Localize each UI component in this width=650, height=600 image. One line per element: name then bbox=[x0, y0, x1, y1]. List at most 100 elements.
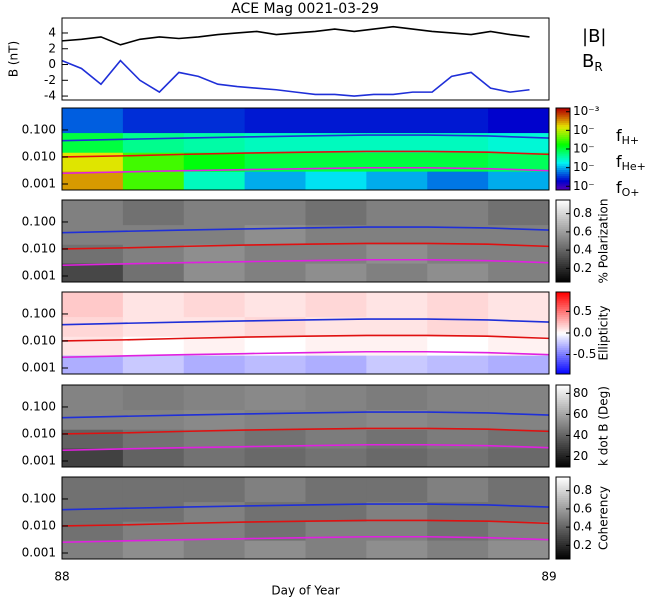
colorbar-slice bbox=[556, 212, 570, 215]
colorbar-slice bbox=[556, 367, 570, 371]
heatmap-cell bbox=[305, 108, 367, 134]
colorbar-slice bbox=[556, 165, 570, 168]
colorbar-slice bbox=[556, 326, 570, 330]
colorbar-slice bbox=[556, 464, 570, 468]
heatmap-cell bbox=[183, 132, 246, 153]
colorbar-tick-label: 60 bbox=[573, 407, 588, 421]
heatmap-cell bbox=[366, 385, 428, 411]
colorbar-slice bbox=[556, 134, 570, 138]
heatmap-cell bbox=[122, 540, 185, 559]
colorbar-slice bbox=[556, 218, 570, 221]
plot-area bbox=[62, 200, 549, 282]
heatmap-cell bbox=[62, 477, 124, 503]
heatmap-cell bbox=[122, 171, 185, 190]
legend-entry: BR bbox=[582, 51, 603, 74]
colorbar-slice bbox=[556, 136, 570, 140]
heatmap-cell bbox=[244, 224, 306, 245]
colorbar-slice bbox=[556, 328, 570, 332]
colorbar-slice bbox=[556, 183, 570, 187]
colorbar-slice bbox=[556, 214, 570, 217]
series-line bbox=[62, 59, 530, 97]
heatmap-cell bbox=[122, 316, 185, 337]
heatmap-cell bbox=[305, 292, 367, 318]
colorbar-slice bbox=[556, 509, 570, 513]
heatmap-cell bbox=[122, 448, 185, 467]
colorbar-tick-label: 0.8 bbox=[573, 206, 592, 220]
colorbar-tick-label: 0.5 bbox=[573, 304, 592, 318]
y-tick-label: 0.001 bbox=[22, 361, 56, 375]
plot-frame bbox=[61, 291, 550, 375]
heatmap-cell bbox=[183, 152, 246, 172]
colorbar-slice bbox=[556, 161, 570, 164]
y-tick-label: 0.001 bbox=[22, 269, 56, 283]
colorbar-slice bbox=[556, 265, 570, 269]
heatmap-cell bbox=[305, 224, 367, 245]
colorbar-slice bbox=[556, 187, 570, 191]
heatmap-cell bbox=[366, 292, 428, 318]
series-line bbox=[62, 411, 549, 419]
colorbar-slice bbox=[556, 505, 570, 509]
heatmap-cell bbox=[305, 355, 367, 374]
colorbar-slice bbox=[556, 259, 570, 262]
y-tick-label: 0.100 bbox=[22, 214, 56, 228]
colorbar-slice bbox=[556, 515, 570, 519]
heatmap-cell bbox=[488, 540, 549, 559]
heatmap-cell bbox=[488, 292, 549, 318]
colorbar-tick-label: 0.6 bbox=[573, 501, 592, 515]
legend-entry: |B| bbox=[582, 26, 606, 47]
colorbar-slice bbox=[556, 208, 570, 211]
colorbar-slice bbox=[556, 489, 570, 492]
colorbar-slice bbox=[556, 357, 570, 361]
heatmap-cell bbox=[366, 263, 428, 282]
plot-frame bbox=[61, 384, 550, 468]
heatmap-cell bbox=[122, 429, 185, 449]
colorbar-tick-label: 0.0 bbox=[573, 326, 592, 340]
heatmap-cell bbox=[488, 171, 549, 190]
colorbar-slice bbox=[556, 216, 570, 219]
heatmap-cell bbox=[62, 501, 124, 522]
colorbar-tick-label: 40 bbox=[573, 428, 588, 442]
heatmap-cell bbox=[244, 429, 306, 449]
colorbar-slice bbox=[556, 167, 570, 170]
colorbar-slice bbox=[556, 222, 570, 226]
heatmap-cell bbox=[305, 448, 367, 467]
colorbar-slice bbox=[556, 110, 570, 113]
colorbar-slice bbox=[556, 530, 570, 533]
heatmap-cell bbox=[488, 429, 549, 449]
colorbar-label: k dot B (Deg) bbox=[597, 386, 611, 466]
colorbar-tick-label: 10⁻³ bbox=[573, 104, 600, 118]
colorbar-slice bbox=[556, 385, 570, 388]
heatmap-cell bbox=[183, 429, 246, 449]
colorbar-slice bbox=[556, 296, 570, 299]
heatmap-cell bbox=[366, 224, 428, 245]
colorbar-slice bbox=[556, 351, 570, 354]
heatmap-cell bbox=[244, 132, 306, 153]
heatmap-cell bbox=[183, 244, 246, 264]
colorbar-slice bbox=[556, 361, 570, 365]
colorbar-slice bbox=[556, 536, 570, 539]
colorbar-slice bbox=[556, 169, 570, 173]
heatmap-cell bbox=[366, 336, 428, 356]
colorbar-slice bbox=[556, 279, 570, 283]
colorbar-slice bbox=[556, 550, 570, 554]
heatmap-cell bbox=[183, 501, 246, 522]
colorbar-slice bbox=[556, 444, 570, 447]
colorbar-slice bbox=[556, 179, 570, 183]
colorbar-slice bbox=[556, 546, 570, 550]
heatmap-cell bbox=[427, 200, 489, 226]
colorbar-label: % Polarization bbox=[597, 199, 611, 284]
heatmap-cell bbox=[183, 171, 246, 190]
y-tick-label: 0.001 bbox=[22, 454, 56, 468]
heatmap-cell bbox=[244, 152, 306, 172]
heatmap-cell bbox=[427, 316, 489, 337]
heatmap-cell bbox=[62, 448, 124, 467]
colorbar-slice bbox=[556, 532, 570, 535]
colorbar-slice bbox=[556, 140, 570, 144]
series-line bbox=[62, 535, 549, 544]
heatmap-cell bbox=[366, 477, 428, 503]
colorbar-slice bbox=[556, 499, 570, 503]
colorbar-slice bbox=[556, 181, 570, 185]
colorbar-slice bbox=[556, 460, 570, 464]
colorbar-slice bbox=[556, 493, 570, 496]
heatmap-cell bbox=[122, 409, 185, 430]
